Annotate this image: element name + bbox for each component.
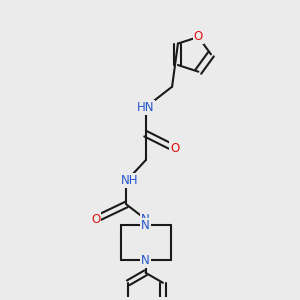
Text: N: N xyxy=(141,254,150,267)
Text: O: O xyxy=(91,213,100,226)
Text: HN: HN xyxy=(137,101,154,114)
Text: N: N xyxy=(141,213,150,226)
Text: O: O xyxy=(194,30,203,44)
Text: NH: NH xyxy=(121,174,138,188)
Text: O: O xyxy=(170,142,180,155)
Text: N: N xyxy=(141,219,150,232)
